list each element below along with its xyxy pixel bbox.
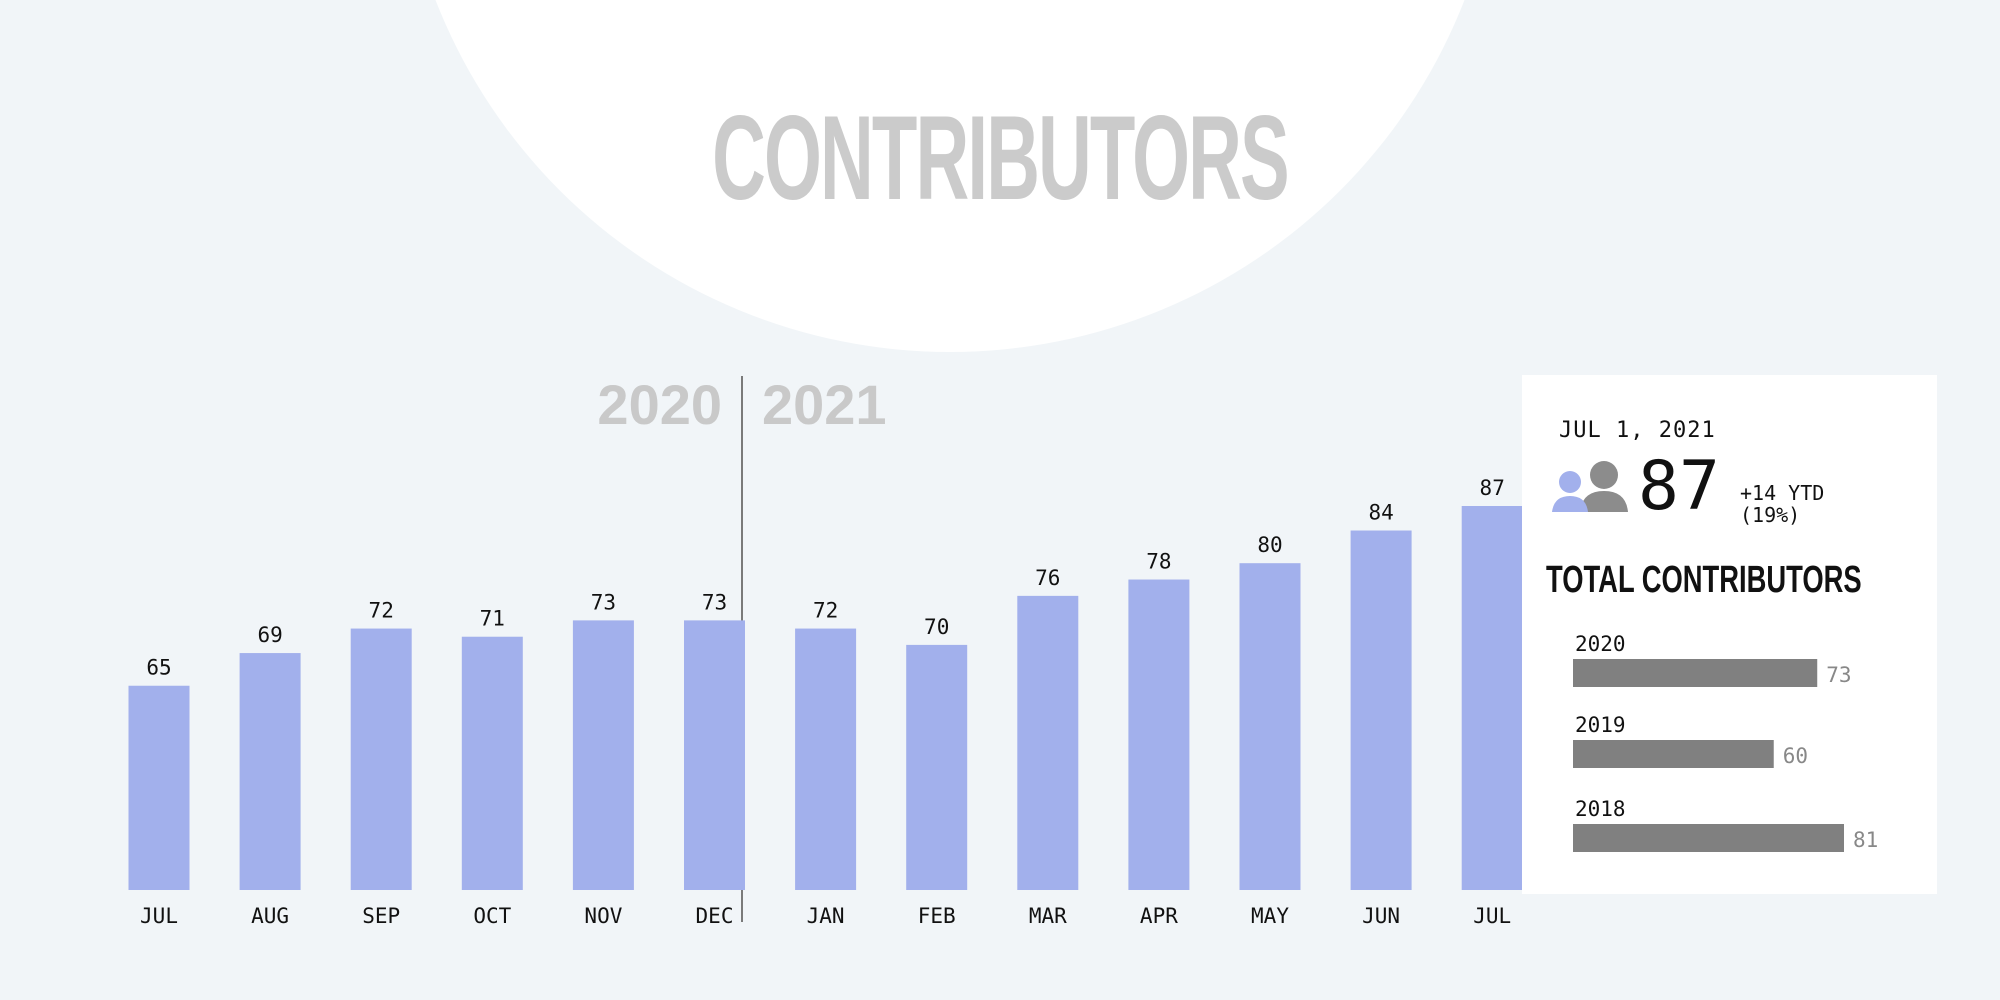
month-label: DEC — [696, 904, 734, 928]
value-label: 84 — [1368, 501, 1393, 525]
bar-apr-9 — [1128, 579, 1190, 890]
panel-date: JUL 1, 2021 — [1559, 418, 1716, 443]
month-label: AUG — [251, 904, 289, 928]
year-total-value-2018: 81 — [1853, 828, 1878, 852]
value-label: 76 — [1035, 566, 1060, 590]
bar-nov-4 — [572, 620, 634, 890]
bar-oct-3 — [461, 636, 523, 890]
year-total-label-2018: 2018 — [1575, 797, 1626, 821]
bar-sep-2 — [350, 628, 412, 890]
page-title: CONTRIBUTORS — [712, 91, 1290, 225]
month-label: MAR — [1029, 904, 1067, 928]
value-label: 70 — [924, 615, 949, 639]
bar-mar-8 — [1017, 595, 1079, 890]
value-label: 87 — [1480, 476, 1505, 500]
year-total-bar-2020 — [1573, 659, 1818, 687]
value-label: 73 — [591, 590, 616, 614]
contributor-count: 87 — [1638, 447, 1720, 526]
month-label: JUN — [1362, 904, 1400, 928]
total-contributors-heading: TOTAL CONTRIBUTORS — [1546, 559, 1862, 601]
month-label: JUL — [1473, 904, 1511, 928]
ytd-change-amount: +14 YTD — [1740, 481, 1825, 505]
value-label: 72 — [369, 599, 394, 623]
bar-may-10 — [1239, 563, 1301, 890]
ytd-change: +14 YTD (19%) — [1740, 482, 1824, 526]
month-label: JAN — [807, 904, 845, 928]
year-label-2020: 2020 — [597, 373, 722, 436]
year-total-label-2019: 2019 — [1575, 713, 1626, 737]
summary-panel: JUL 1, 2021 87 +14 YTD (19%) TOTAL CONTR… — [1522, 375, 1937, 894]
value-label: 78 — [1146, 550, 1171, 574]
month-label: APR — [1140, 904, 1178, 928]
users-icon — [1552, 461, 1628, 512]
ytd-change-percent: (19%) — [1740, 503, 1801, 527]
value-label: 80 — [1257, 533, 1282, 557]
value-label: 65 — [146, 656, 171, 680]
year-total-value-2020: 73 — [1826, 663, 1851, 687]
bar-jan-6 — [795, 628, 857, 890]
bar-jun-11 — [1350, 530, 1412, 890]
month-label: OCT — [473, 904, 511, 928]
bar-dec-5 — [684, 620, 745, 890]
bar-feb-7 — [906, 644, 968, 890]
year-total-value-2019: 60 — [1783, 744, 1808, 768]
bar-jul-12 — [1461, 506, 1523, 890]
value-label: 69 — [257, 623, 282, 647]
month-label: JUL — [140, 904, 178, 928]
bar-jul-0 — [128, 685, 190, 890]
value-label: 73 — [702, 590, 727, 614]
month-label: NOV — [584, 904, 622, 928]
month-label: SEP — [362, 904, 400, 928]
month-label: MAY — [1251, 904, 1289, 928]
year-total-bar-2019 — [1573, 740, 1774, 768]
year-total-label-2020: 2020 — [1575, 632, 1626, 656]
value-label: 71 — [480, 607, 505, 631]
month-label: FEB — [918, 904, 956, 928]
bar-aug-1 — [239, 653, 301, 890]
year-total-bar-2018 — [1573, 824, 1844, 852]
value-label: 72 — [813, 599, 838, 623]
year-label-2021: 2021 — [762, 373, 887, 436]
